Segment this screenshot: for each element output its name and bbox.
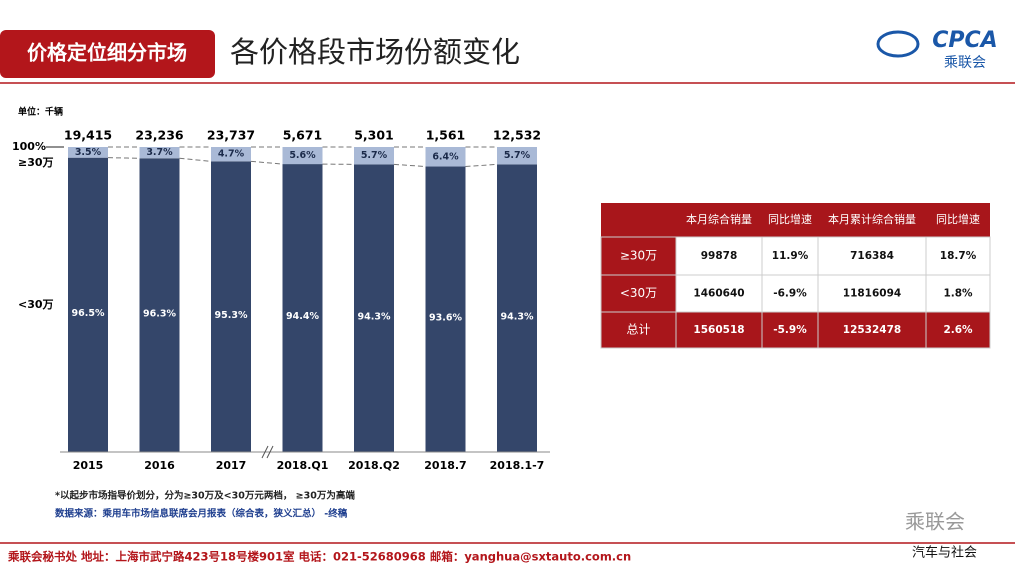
header-cell: 本月累计综合销量 — [828, 212, 916, 226]
connector — [179, 157, 212, 162]
bar-segment — [497, 147, 537, 165]
cell — [925, 236, 991, 276]
section-label: 价格定位细分市场 — [27, 41, 187, 65]
cell-text: 18.7% — [940, 250, 977, 262]
cell — [675, 236, 763, 276]
value-label: 6.4% — [432, 151, 459, 162]
x-tick-label: 2016 — [144, 459, 175, 472]
total-label: 23,737 — [207, 128, 255, 143]
x-tick-label: 2018.7 — [424, 459, 466, 472]
series-label: ≥30万 — [18, 156, 54, 169]
series-label: <30万 — [18, 298, 54, 311]
connector — [250, 160, 283, 165]
cell — [675, 274, 763, 313]
chart: 100% 96.5% 3.5% 2015 19,415 96.3% 3.7% 2016 23,2… — [12, 128, 550, 472]
cell-text: ≥30万 — [620, 249, 657, 263]
header-cell: 本月综合销量 — [686, 212, 752, 226]
x-tick-label: 2017 — [216, 459, 247, 472]
logo: CPCA — [932, 28, 997, 53]
cell-text: 1.8% — [943, 288, 973, 300]
total-label: 1,561 — [426, 128, 466, 143]
logo-icon — [876, 30, 920, 58]
y-tick-label: 100% — [12, 140, 46, 153]
bar-segment — [354, 147, 394, 165]
value-label: 3.7% — [146, 147, 173, 158]
unit: 单位：千辆 — [18, 106, 63, 118]
total-label: 12,532 — [493, 128, 541, 143]
x-tick-label: 2018.Q2 — [348, 459, 400, 472]
connector — [393, 163, 426, 168]
value-label: 3.5% — [75, 147, 102, 158]
total-label: 23,236 — [135, 128, 184, 143]
logo-sub: 乘联会 — [944, 55, 986, 71]
value-label: 5.6% — [289, 150, 316, 161]
bar-segment — [139, 158, 180, 452]
connector — [465, 163, 498, 168]
value-label: 94.3% — [358, 311, 391, 322]
header-row — [601, 203, 990, 237]
cell — [925, 311, 991, 349]
cell — [675, 311, 763, 349]
cell-text: 99878 — [701, 250, 738, 262]
cell-text: 12532478 — [843, 324, 901, 336]
header-cell: 同比增速 — [936, 212, 980, 226]
cell — [925, 274, 991, 313]
value-label: 5.7% — [504, 150, 531, 161]
table: 本月综合销量 同比增速 本月累计综合销量 同比增速 ≥30万 99878 11.9% 7163… — [600, 203, 991, 349]
value-label: 4.7% — [218, 149, 245, 160]
cell — [600, 311, 677, 349]
bar-segment — [497, 164, 537, 452]
total-label: 19,415 — [64, 128, 112, 143]
cell-text: <30万 — [620, 286, 657, 300]
cell-text: 11816094 — [843, 288, 901, 300]
bar-segment — [282, 164, 323, 452]
value-label: 5.7% — [361, 150, 388, 161]
cell — [817, 274, 927, 313]
value-label: 96.5% — [72, 308, 105, 319]
value-label: 93.6% — [429, 312, 462, 323]
x-tick-label: 2015 — [73, 459, 104, 472]
axis-break — [261, 445, 274, 459]
total-label: 5,301 — [354, 128, 394, 143]
bar-segment — [425, 147, 466, 167]
x-tick-label: 2018.1-7 — [490, 459, 545, 472]
value-label: 94.4% — [286, 311, 319, 322]
cell-text: 1560518 — [693, 324, 744, 336]
section-box — [0, 30, 215, 78]
header-cell: 同比增速 — [768, 212, 812, 226]
footer: 乘联会秘书处 地址：上海市武宁路423号18号楼901室 电话：021-5268… — [7, 550, 631, 564]
bar-segment — [68, 147, 108, 158]
cell — [761, 274, 819, 313]
value-label: 95.3% — [215, 310, 248, 321]
cell-text: 总计 — [626, 323, 650, 337]
cell-text: -5.9% — [773, 324, 807, 336]
cell — [817, 311, 927, 349]
total-label: 5,671 — [283, 128, 323, 143]
x-tick-label: 2018.Q1 — [277, 459, 329, 472]
bar-segment — [211, 161, 251, 452]
source: 数据来源：乘用车市场信息联席会月报表（综合表，狭义汇总） -终稿 — [54, 508, 348, 520]
bar-segment — [282, 147, 323, 165]
value-label: 96.3% — [143, 308, 176, 319]
bar-segment — [68, 157, 108, 453]
connector — [107, 157, 140, 159]
cell-text: 11.9% — [772, 250, 809, 262]
value-label: 94.3% — [501, 311, 534, 322]
cell-text: 1460640 — [693, 288, 744, 300]
cell-text: 2.6% — [943, 324, 973, 336]
cell-text: -6.9% — [773, 288, 807, 300]
watermark: 乘联会 — [905, 510, 965, 534]
bar-segment — [354, 164, 394, 452]
bar-segment — [425, 166, 466, 452]
note: *以起步市场指导价划分，分为≥30万及<30万元两档， ≥30万为高端 — [55, 490, 355, 502]
bar-segment — [139, 147, 180, 159]
cell-text: 716384 — [850, 250, 894, 262]
slide-title: 各价格段市场份额变化 — [230, 35, 520, 69]
cell — [761, 311, 819, 349]
watermark: 汽车与社会 — [912, 545, 977, 561]
bar-segment — [211, 147, 251, 162]
